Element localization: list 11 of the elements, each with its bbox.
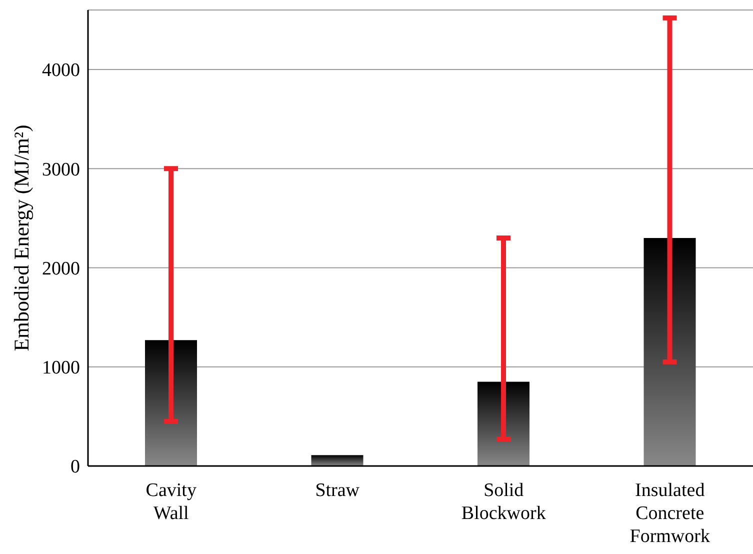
x-tick-label: Straw (315, 480, 360, 501)
y-axis-title: Embodied Energy (MJ/m²) (9, 124, 34, 352)
y-tick-label: 0 (70, 456, 80, 478)
x-tick-label: Cavity Wall (146, 480, 197, 524)
y-tick-label: 4000 (42, 60, 80, 82)
bar (311, 455, 364, 466)
y-tick-label: 2000 (42, 258, 80, 280)
x-tick-label: Insulated Concrete Formwork (630, 480, 710, 547)
x-tick-label: Solid Blockwork (461, 480, 546, 524)
y-tick-label: 3000 (42, 159, 80, 180)
y-tick-label: 1000 (42, 358, 80, 379)
